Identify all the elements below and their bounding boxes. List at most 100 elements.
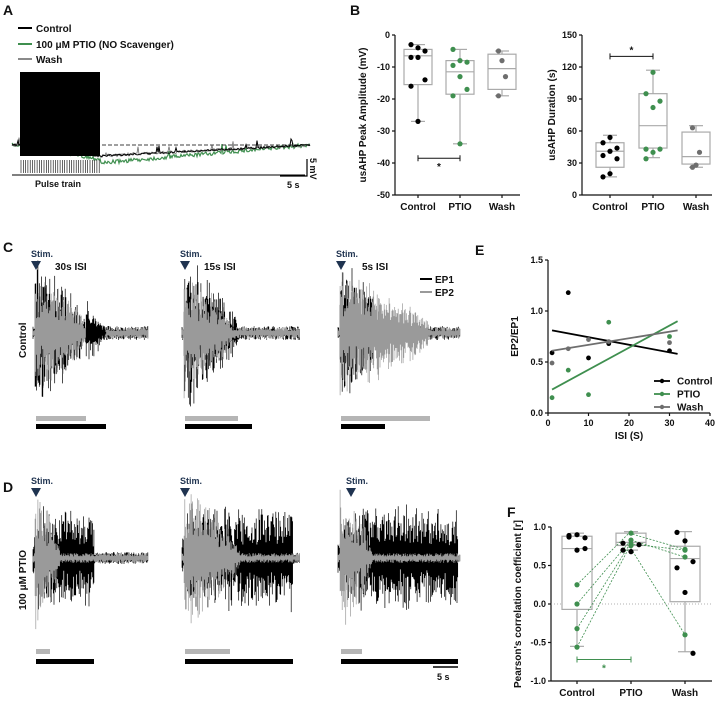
data-point xyxy=(464,59,470,65)
y-tick-label: 60 xyxy=(567,126,577,136)
x-tick-label: Wash xyxy=(683,202,709,213)
x-tick-label: Wash xyxy=(489,202,515,213)
data-point xyxy=(650,69,656,75)
ep1-duration-bar xyxy=(341,424,385,429)
scale-time-label: 5 s xyxy=(287,180,300,190)
box xyxy=(595,142,625,168)
x-tick-label: Wash xyxy=(672,688,698,699)
data-point-black xyxy=(690,559,696,565)
field-potential-traces-ptio: Stim. Stim. Stim. xyxy=(31,476,461,664)
stim-arrow-icon xyxy=(180,261,190,270)
x-axis-label: ISI (S) xyxy=(615,431,643,442)
panel-b: B 0 -10 -20 -30 -40 -50 usAHP Peak Amplitude (… xyxy=(350,2,712,213)
y-tick-label: -40 xyxy=(377,158,390,168)
y-tick-label: 0.5 xyxy=(530,357,543,367)
ep1-duration-bar xyxy=(185,659,293,664)
ep2-duration-bar xyxy=(185,416,238,421)
data-point-black xyxy=(574,532,580,538)
legend-marker xyxy=(659,404,665,410)
data-point xyxy=(495,48,502,54)
data-point-green xyxy=(628,541,634,547)
data-point xyxy=(502,74,509,80)
pulse-train-ticks xyxy=(20,160,100,173)
data-point xyxy=(614,156,620,162)
data-point-black xyxy=(690,650,696,656)
legend-label: Wash xyxy=(677,403,703,414)
legend-control: Control xyxy=(36,24,72,35)
data-point xyxy=(643,156,649,162)
data-point-black xyxy=(582,535,588,541)
ep2-duration-bar xyxy=(341,416,430,421)
paired-line xyxy=(576,532,686,586)
legend-ep2: EP2 xyxy=(435,288,454,299)
data-point-green xyxy=(628,537,634,543)
isi-label-15s: 15s ISI xyxy=(204,262,236,273)
y-tick-label: 1.5 xyxy=(530,255,543,265)
correlation-box-plot: 1.0 0.5 0.0 -0.5 -1.0 Pearson's correlation c… xyxy=(513,520,712,699)
stim-label: Stim. xyxy=(336,249,358,259)
data-point-control xyxy=(549,350,555,356)
data-point-black xyxy=(628,549,634,555)
y-tick-label: 0.0 xyxy=(533,599,546,609)
pulse-train-label: Pulse train xyxy=(35,179,81,189)
data-point xyxy=(408,54,414,61)
data-point xyxy=(457,58,463,64)
data-point-ptio xyxy=(565,367,571,373)
ep2-duration-bar xyxy=(36,416,86,421)
stim-arrow-icon xyxy=(31,488,41,497)
stimulus-artifact-block xyxy=(20,72,100,156)
y-tick-label: -30 xyxy=(377,126,390,136)
stim-label: Stim. xyxy=(180,249,202,259)
x-tick-label: Control xyxy=(559,688,595,699)
box xyxy=(561,535,593,610)
legend-label: PTIO xyxy=(677,390,701,401)
data-point xyxy=(457,141,463,147)
data-point-black xyxy=(682,589,688,596)
fit-line-control xyxy=(551,329,678,355)
data-point-black xyxy=(674,529,680,535)
paired-line xyxy=(576,543,686,648)
x-tick-label: 30 xyxy=(664,418,674,428)
x-tick-label: PTIO xyxy=(448,202,472,213)
data-point-green xyxy=(682,632,688,638)
data-point-black xyxy=(620,540,626,546)
data-point-control xyxy=(565,290,571,296)
y-tick-label: -10 xyxy=(377,62,390,72)
y-tick-label: -50 xyxy=(377,190,390,200)
data-point xyxy=(464,86,470,92)
data-point-black xyxy=(582,545,588,552)
data-point-black xyxy=(620,547,626,553)
panel-e: E 0.0 0.5 1.0 1.5 EP2/EP1 0 10 20 30 40 ISI (S) Con… xyxy=(475,242,715,442)
data-point xyxy=(689,125,696,131)
legend-marker xyxy=(659,378,665,384)
duration-box-plot: 0 30 60 90 120 150 usAHP Duration (s) Control PT… xyxy=(547,30,712,213)
data-point-green xyxy=(628,530,634,536)
isi-label-5s: 5s ISI xyxy=(362,262,388,273)
legend-marker xyxy=(659,391,665,397)
box xyxy=(638,93,668,149)
panel-letter-b: B xyxy=(350,2,360,18)
trace-burst xyxy=(85,301,107,360)
data-point-black xyxy=(566,534,572,540)
panel-letter-f: F xyxy=(507,504,516,520)
ep1-duration-bar xyxy=(36,424,106,429)
data-point xyxy=(600,140,606,146)
data-point xyxy=(450,46,456,53)
panel-a: A Control 100 μM PTIO (NO Scavenger) Was… xyxy=(3,2,318,190)
paired-line xyxy=(576,544,686,636)
data-point-ptio xyxy=(549,395,555,401)
data-point-green xyxy=(682,547,688,553)
row-label-control: Control xyxy=(18,322,29,358)
box xyxy=(403,48,433,86)
data-point xyxy=(450,62,456,68)
panel-c: C Control Stim. Stim. Stim. 30s ISI 15s IS… xyxy=(3,239,461,429)
data-point xyxy=(450,93,456,99)
field-potential-traces-control: Stim. Stim. Stim. xyxy=(31,249,461,429)
membrane-potential-traces xyxy=(11,72,311,166)
data-point-ptio xyxy=(667,334,672,339)
panel-letter-d: D xyxy=(3,479,13,495)
scale-time-label-d: 5 s xyxy=(437,672,450,682)
y-tick-label: -0.5 xyxy=(530,638,546,648)
amplitude-box-plot: 0 -10 -20 -30 -40 -50 usAHP Peak Amplitude (mV… xyxy=(358,30,520,213)
